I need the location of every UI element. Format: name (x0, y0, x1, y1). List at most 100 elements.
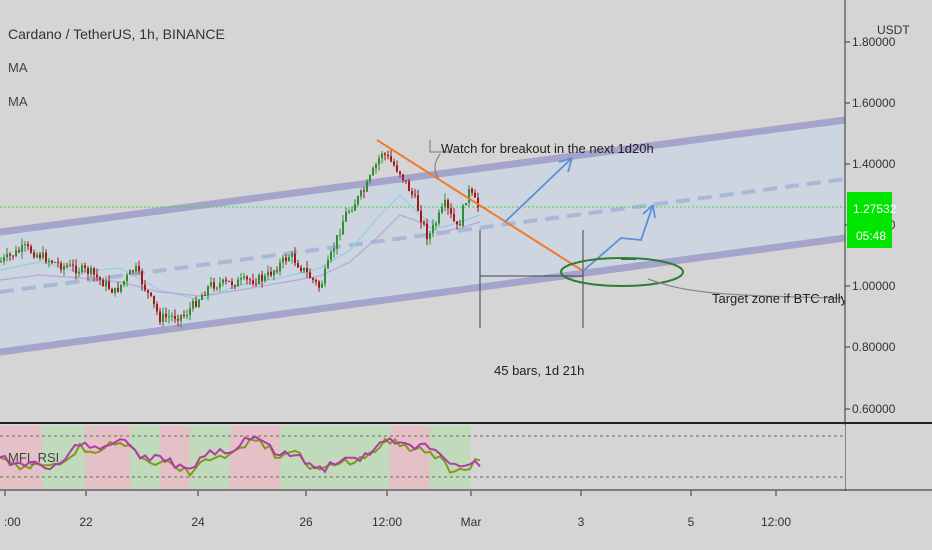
price-tick-label: 0.80000 (852, 340, 896, 354)
candle-body (459, 224, 461, 226)
candle-body (102, 279, 104, 287)
candle-body (321, 283, 323, 288)
candle-body (426, 223, 428, 240)
candle-body (84, 265, 86, 268)
indicator-ma-2[interactable]: MA (8, 94, 28, 109)
candle-body (393, 161, 395, 166)
candle-body (291, 253, 293, 258)
candle-body (99, 277, 101, 280)
candle-body (420, 210, 422, 223)
candle-body (279, 262, 281, 272)
time-tick-label: :00 (4, 515, 21, 529)
target-note: Target zone if BTC rally (712, 291, 848, 306)
channel-lower-line[interactable] (0, 234, 846, 356)
breakout-note: Watch for breakout in the next 1d20h (441, 141, 654, 156)
candle-body (162, 313, 164, 323)
candle-body (186, 315, 188, 317)
candle-body (126, 274, 128, 282)
oscillator-line-mfi (0, 437, 481, 478)
candle-body (447, 200, 449, 209)
candle-body (21, 245, 23, 252)
candle-body (111, 288, 113, 293)
candle-body (48, 260, 50, 263)
time-axis[interactable] (0, 491, 932, 550)
candle-body (462, 205, 464, 226)
candle-body (108, 281, 110, 289)
candle-body (30, 246, 32, 253)
ma-line-1 (0, 194, 481, 301)
oscillator-label[interactable]: MFI_RSI (8, 450, 59, 465)
candle-body (129, 270, 131, 275)
indicator-ma-1[interactable]: MA (8, 60, 28, 75)
candle-body (135, 266, 137, 272)
candle-body (387, 154, 389, 157)
candle-body (324, 268, 326, 284)
candle-body (435, 223, 437, 225)
price-tick-label: 1.00000 (852, 279, 896, 293)
candle-body (72, 264, 74, 266)
candle-body (258, 274, 260, 284)
candle-body (189, 308, 191, 316)
candle-body (282, 257, 284, 263)
candlestick-series (0, 150, 479, 328)
price-tick-label: 1.60000 (852, 96, 896, 110)
descending-trendline[interactable] (376, 139, 584, 272)
time-tick-labels: :00 22 24 26 12:00 Mar 3 5 12:00 (4, 491, 791, 529)
candle-body (450, 208, 452, 214)
candle-body (228, 280, 230, 282)
candle-body (9, 253, 11, 256)
oscillator-line-rsi (0, 435, 481, 474)
candle-body (222, 279, 224, 284)
channel-upper-line[interactable] (0, 116, 846, 236)
candle-body (402, 174, 404, 181)
candle-body (375, 164, 377, 169)
candle-body (156, 304, 158, 312)
candle-body (378, 158, 380, 165)
candle-body (354, 204, 356, 211)
symbol-title[interactable]: Cardano / TetherUS, 1h, BINANCE (8, 26, 225, 42)
candle-body (216, 287, 218, 289)
candle-body (219, 283, 221, 288)
projection-arrow-1[interactable] (504, 157, 573, 223)
candle-body (168, 316, 170, 318)
candle-body (213, 282, 215, 289)
breakout-callout-connector (434, 153, 441, 179)
candle-body (198, 299, 200, 307)
candle-body (264, 275, 266, 281)
candle-body (261, 274, 263, 281)
candle-body (204, 294, 206, 296)
candle-body (477, 197, 479, 208)
channel-mid-line[interactable] (0, 177, 846, 294)
time-tick-label: 26 (299, 515, 313, 529)
candle-body (225, 279, 227, 281)
candle-body (12, 255, 14, 257)
candle-body (243, 276, 245, 279)
candle-body (306, 267, 308, 273)
candle-body (132, 270, 134, 272)
candle-body (273, 270, 275, 276)
candle-body (441, 206, 443, 213)
price-tick-label: 0.60000 (852, 402, 896, 416)
candle-body (363, 190, 365, 192)
candle-body (285, 257, 287, 262)
candle-body (18, 250, 20, 252)
candle-body (360, 190, 362, 197)
oscillator-band (390, 426, 430, 489)
candle-body (3, 257, 5, 262)
candle-body (36, 254, 38, 258)
candle-body (297, 263, 299, 268)
candle-body (309, 272, 311, 279)
candle-body (339, 234, 341, 236)
candle-body (234, 285, 236, 287)
time-tick-label: 5 (688, 515, 695, 529)
candle-body (195, 300, 197, 307)
candle-body (192, 300, 194, 309)
last-price-value: 1.27532 (853, 202, 897, 216)
target-callout-connector (647, 278, 844, 299)
time-tick-label: 22 (79, 515, 93, 529)
candle-body (432, 224, 434, 234)
projection-arrow-2[interactable] (582, 204, 656, 272)
candle-body (468, 188, 470, 203)
candle-body (57, 262, 59, 264)
